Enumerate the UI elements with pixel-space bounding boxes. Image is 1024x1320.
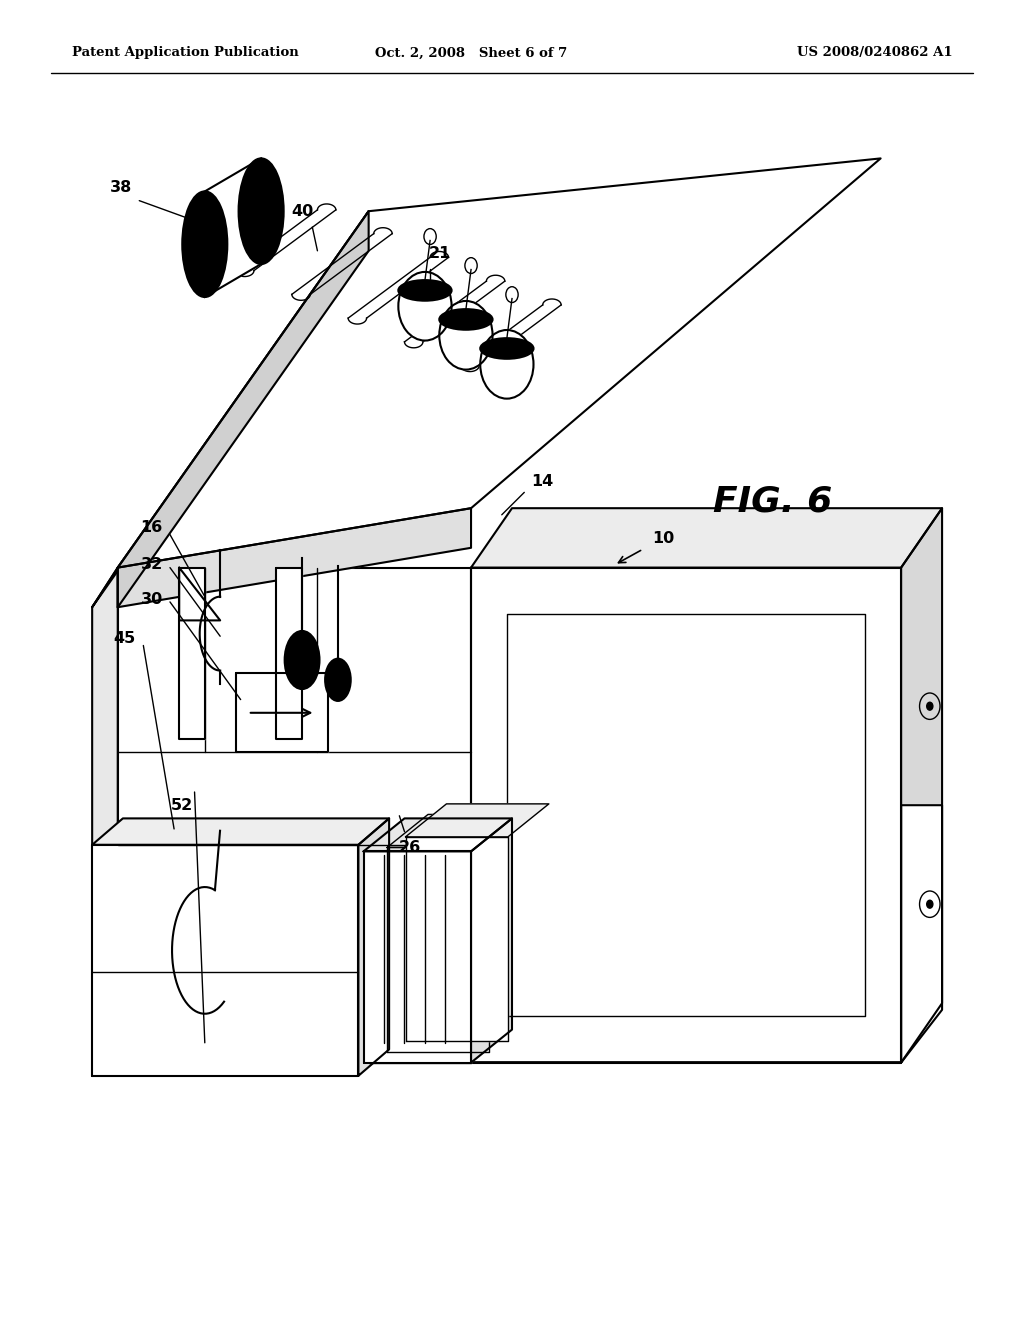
Text: 32: 32 bbox=[140, 557, 163, 573]
Polygon shape bbox=[387, 814, 530, 847]
Polygon shape bbox=[179, 568, 220, 620]
Polygon shape bbox=[118, 508, 471, 607]
Text: 10: 10 bbox=[652, 531, 675, 546]
Text: 30: 30 bbox=[140, 591, 163, 607]
Polygon shape bbox=[92, 818, 389, 845]
Polygon shape bbox=[118, 158, 881, 568]
Polygon shape bbox=[205, 158, 261, 297]
Circle shape bbox=[927, 702, 933, 710]
Polygon shape bbox=[364, 818, 512, 851]
Text: 40: 40 bbox=[291, 203, 313, 219]
Ellipse shape bbox=[285, 631, 319, 689]
Polygon shape bbox=[471, 568, 901, 1063]
Text: 16: 16 bbox=[140, 520, 163, 536]
Ellipse shape bbox=[182, 191, 227, 297]
Polygon shape bbox=[369, 858, 471, 1063]
Polygon shape bbox=[471, 818, 512, 1063]
Text: 14: 14 bbox=[531, 474, 554, 490]
Text: US 2008/0240862 A1: US 2008/0240862 A1 bbox=[797, 46, 952, 59]
Polygon shape bbox=[369, 825, 512, 858]
Polygon shape bbox=[387, 847, 489, 1052]
Polygon shape bbox=[901, 508, 942, 1063]
Text: 45: 45 bbox=[114, 631, 136, 647]
Polygon shape bbox=[364, 851, 471, 1063]
Circle shape bbox=[439, 301, 493, 370]
Text: 52: 52 bbox=[171, 797, 194, 813]
Ellipse shape bbox=[398, 280, 452, 301]
Text: Patent Application Publication: Patent Application Publication bbox=[72, 46, 298, 59]
Polygon shape bbox=[276, 568, 302, 739]
Circle shape bbox=[398, 272, 452, 341]
Text: 21: 21 bbox=[429, 246, 452, 261]
Polygon shape bbox=[92, 568, 118, 1043]
Circle shape bbox=[480, 330, 534, 399]
Polygon shape bbox=[471, 508, 942, 568]
Polygon shape bbox=[118, 211, 369, 607]
Polygon shape bbox=[118, 568, 471, 1043]
Polygon shape bbox=[236, 673, 328, 752]
Text: FIG. 6: FIG. 6 bbox=[714, 484, 833, 519]
Ellipse shape bbox=[480, 338, 534, 359]
Ellipse shape bbox=[326, 659, 350, 701]
Polygon shape bbox=[92, 845, 358, 1076]
Text: Oct. 2, 2008   Sheet 6 of 7: Oct. 2, 2008 Sheet 6 of 7 bbox=[375, 46, 567, 59]
Ellipse shape bbox=[239, 158, 284, 264]
Text: 26: 26 bbox=[398, 840, 421, 855]
Polygon shape bbox=[92, 211, 369, 607]
Polygon shape bbox=[406, 804, 549, 837]
Text: 38: 38 bbox=[110, 180, 132, 195]
Circle shape bbox=[927, 900, 933, 908]
Ellipse shape bbox=[439, 309, 493, 330]
Polygon shape bbox=[179, 568, 205, 739]
Polygon shape bbox=[358, 818, 389, 1076]
Polygon shape bbox=[471, 805, 942, 1063]
Polygon shape bbox=[406, 837, 508, 1041]
